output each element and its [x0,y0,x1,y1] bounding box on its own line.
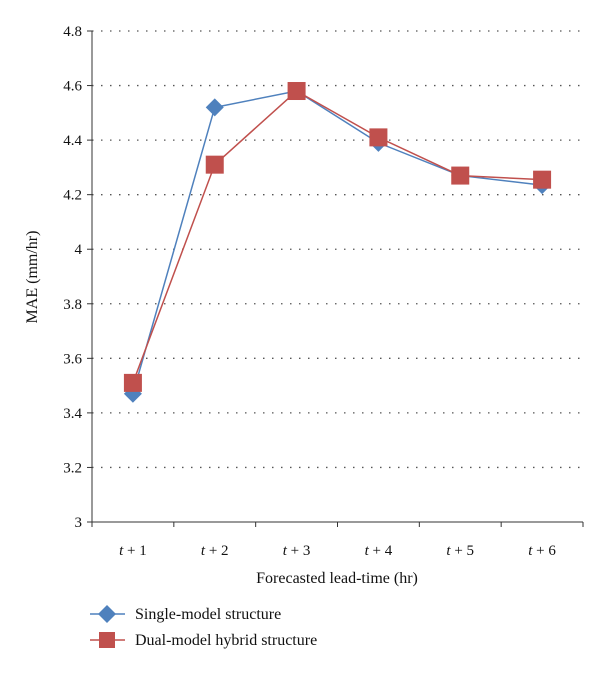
data-point-diamond [205,98,224,117]
y-tick-label: 3.4 [63,406,82,422]
y-tick-label: 4.2 [63,188,82,204]
x-tick-label-var: t [283,543,288,559]
x-tick-label-rest: + 3 [287,543,310,559]
x-tick-label-rest: + 2 [205,543,228,559]
x-tick-label: t + 6 [528,543,556,559]
x-tick-label-rest: + 6 [532,543,556,559]
data-point-square [451,166,470,185]
legend-label-dual: Dual-model hybrid structure [135,632,317,649]
x-tick-label-var: t [365,543,370,559]
x-tick-label-rest: + 1 [123,543,146,559]
y-tick-label: 3.8 [63,297,82,313]
legend-item-single: Single-model structure [90,605,281,623]
legend-marker-square [99,632,115,648]
x-tick-label: t + 1 [119,543,147,559]
x-tick-label: t + 4 [365,543,393,559]
legend: Single-model structure Dual-model hybrid… [90,605,317,649]
data-point-square [287,82,306,101]
axes [87,30,584,527]
data-point-square [123,373,142,392]
y-tick-label: 3.2 [63,460,82,476]
y-tick-label: 3 [75,515,83,531]
y-axis-title: MAE (mm/hr) [24,231,41,324]
series-line-dual [132,90,543,384]
series-line-single [132,90,543,395]
y-tick-labels: 3 3.2 3.4 3.6 3.8 4 4.2 4.4 4.6 4.8 [63,24,82,531]
y-tick-label: 4.4 [63,133,82,149]
y-tick-label: 4.8 [63,24,82,40]
y-tick-label: 4 [75,242,83,258]
x-tick-label: t + 3 [283,543,311,559]
x-tick-label-rest: + 5 [451,543,474,559]
x-axis-title: Forecasted lead-time (hr) [256,570,418,587]
data-point-square [369,128,388,147]
data-point-square [205,155,224,174]
y-tick-label: 4.6 [63,79,82,95]
grid-lines [92,30,583,469]
y-tick-label: 3.6 [63,351,82,367]
x-tick-label-var: t [446,543,451,559]
x-tick-label-rest: + 4 [369,543,393,559]
legend-item-dual: Dual-model hybrid structure [90,632,317,649]
data-series [123,82,552,403]
legend-label-single: Single-model structure [135,606,281,623]
x-tick-label-var: t [119,543,124,559]
x-tick-label: t + 2 [201,543,229,559]
data-point-square [533,170,552,189]
x-tick-label-var: t [201,543,206,559]
x-tick-label: t + 5 [446,543,474,559]
x-tick-label-var: t [528,543,533,559]
legend-marker-diamond [98,605,116,623]
